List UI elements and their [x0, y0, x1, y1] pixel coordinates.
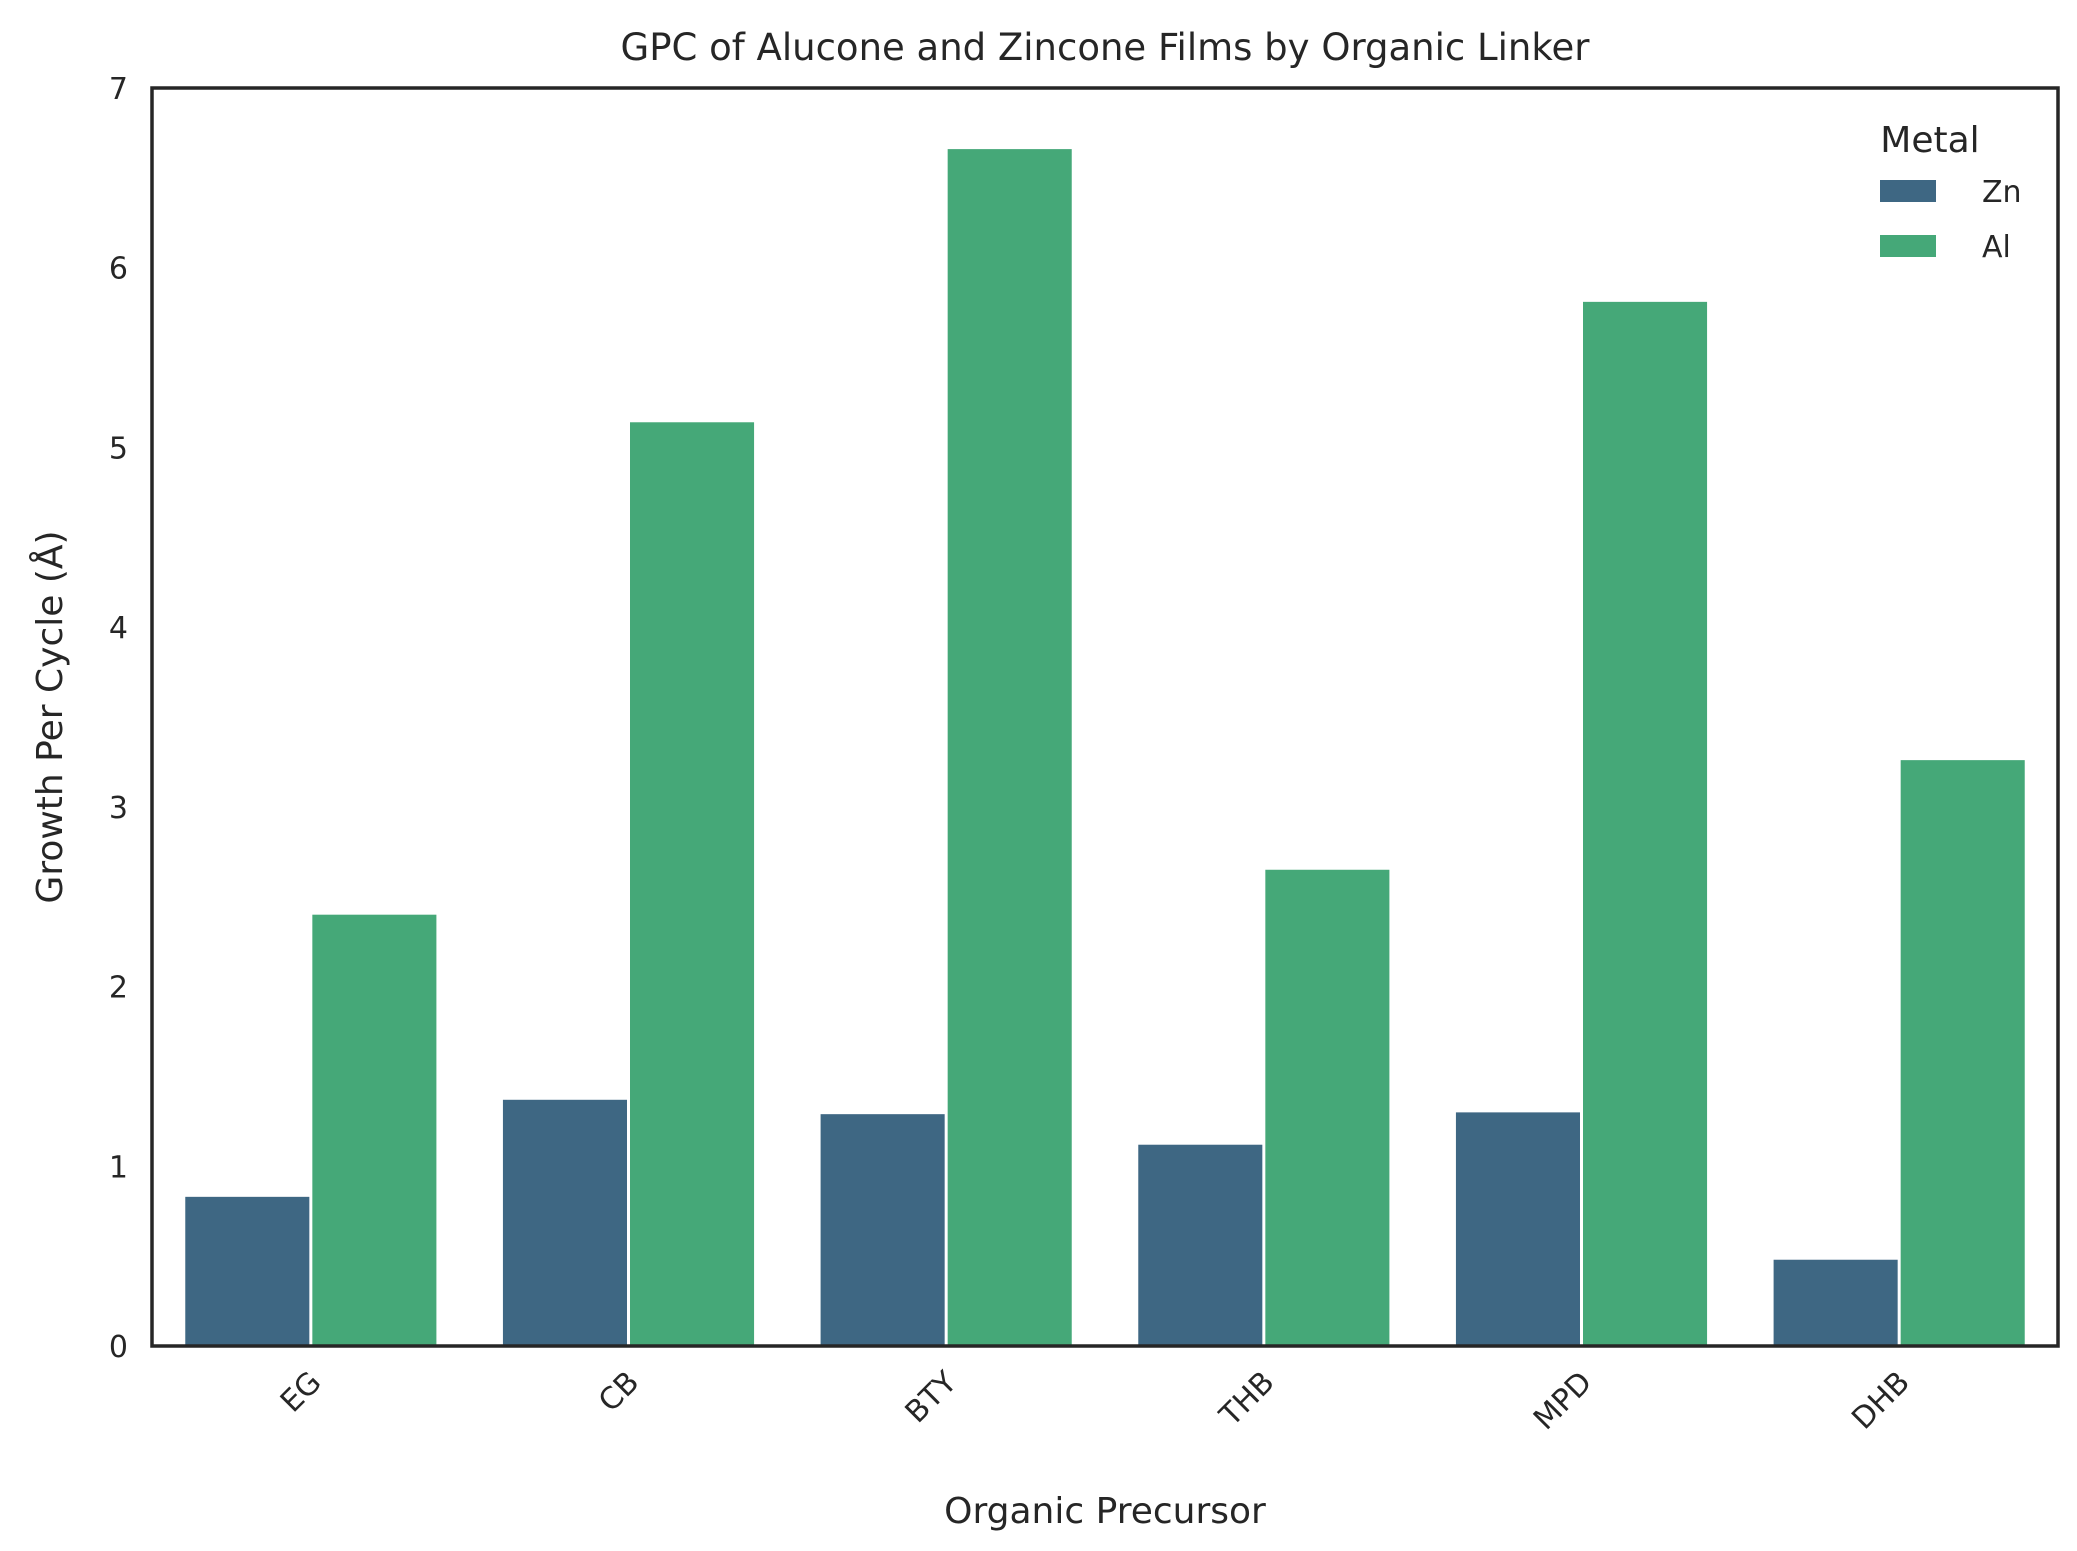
y-tick-label: 7 — [109, 72, 128, 107]
bar-zn-dhb — [1773, 1259, 1898, 1346]
x-axis-label: Organic Precursor — [944, 1491, 1266, 1532]
bar-al-bty — [947, 149, 1072, 1346]
y-tick-label: 1 — [109, 1150, 128, 1185]
plot-frame — [150, 86, 2060, 1348]
bar-al-mpd — [1583, 301, 1708, 1346]
y-tick-label: 5 — [109, 431, 128, 466]
legend-title: Metal — [1880, 120, 1979, 161]
bar-zn-eg — [185, 1196, 310, 1346]
bar-al-eg — [312, 914, 437, 1346]
bar-al-cb — [630, 422, 755, 1347]
legend-swatch-al — [1880, 235, 1936, 257]
chart-title: GPC of Alucone and Zincone Films by Orga… — [621, 26, 1591, 69]
bar-al-thb — [1265, 869, 1390, 1346]
bars-group — [185, 149, 2025, 1347]
y-tick-label: 4 — [109, 611, 128, 646]
legend-label-al: Al — [1982, 230, 2011, 265]
bar-zn-mpd — [1455, 1112, 1580, 1346]
y-tick-label: 3 — [109, 791, 128, 826]
y-axis-label: Growth Per Cycle (Å) — [28, 530, 71, 903]
y-tick-label: 0 — [109, 1330, 128, 1365]
legend: Metal Zn Al — [1880, 120, 2022, 265]
y-axis-ticks: 0 1 2 3 4 5 6 7 — [109, 72, 128, 1365]
bar-zn-thb — [1138, 1144, 1263, 1346]
bar-zn-bty — [820, 1114, 945, 1346]
bar-zn-cb — [502, 1099, 627, 1346]
bar-al-dhb — [1900, 760, 2025, 1346]
y-tick-label: 2 — [109, 971, 128, 1006]
legend-swatch-zn — [1880, 180, 1936, 202]
y-tick-label: 6 — [109, 252, 128, 287]
legend-label-zn: Zn — [1982, 175, 2022, 210]
